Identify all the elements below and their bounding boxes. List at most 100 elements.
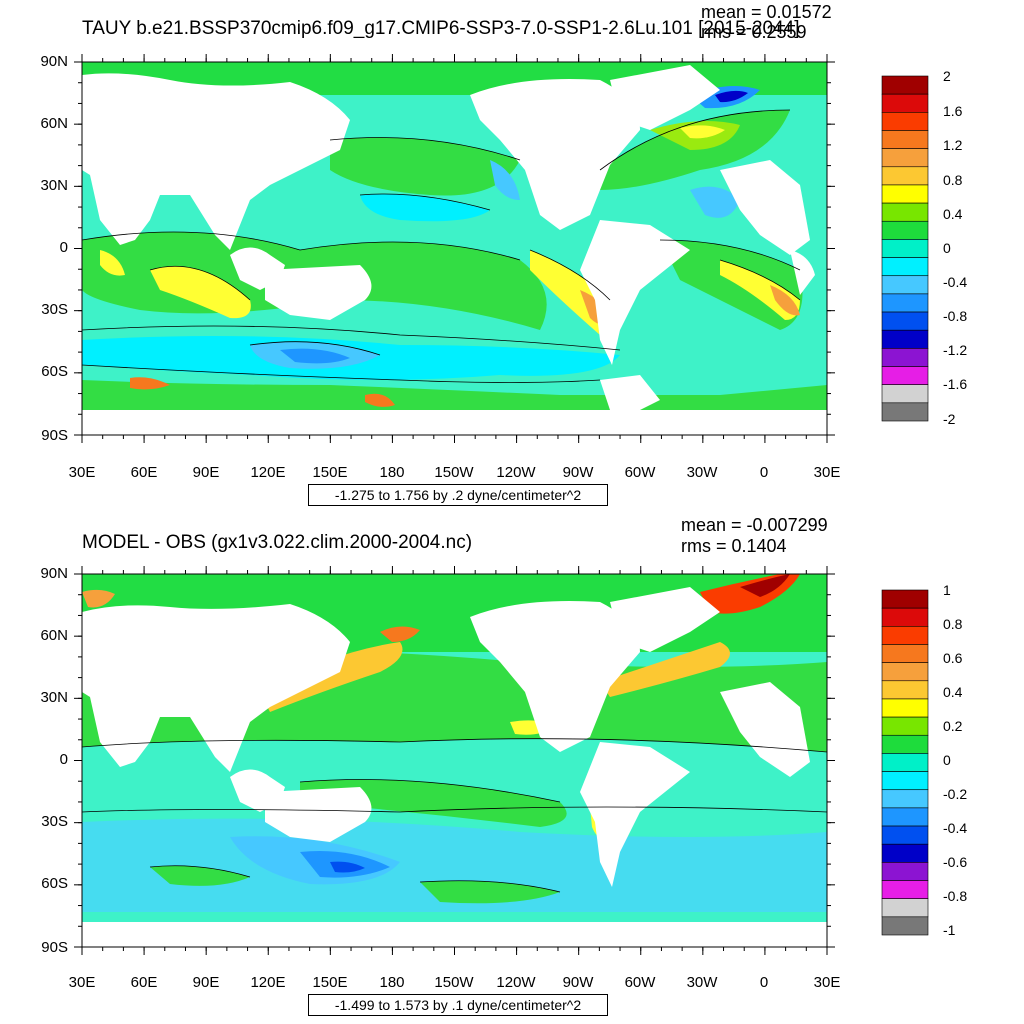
top-map-field: [82, 62, 827, 435]
bottom-xtick-8: 90W: [562, 974, 594, 991]
top-ytick-3: 0: [59, 239, 68, 256]
bottom-ytick-3: 0: [59, 751, 68, 768]
so-green2: [420, 880, 560, 904]
nordic-darkblue: [715, 90, 748, 103]
bottom-rms-label: rms = 0.1404: [681, 536, 787, 556]
top-map-svg: [74, 54, 929, 443]
bottom-xtick-12: 30E: [813, 974, 841, 991]
bottom-cbar-label-9: -0.8: [943, 888, 968, 904]
top-contour-info: -1.275 to 1.756 by .2 dyne/centimeter^2: [308, 484, 608, 506]
top-cbar-label-9: -1.6: [943, 376, 968, 392]
colorbar-swatch: [881, 644, 929, 663]
natl-yellow: [680, 125, 725, 139]
colorbar-swatch: [881, 311, 929, 331]
top-ytick-0: 90N: [40, 53, 68, 70]
top-ytick-5: 60S: [41, 363, 68, 380]
top-xtick-2: 90E: [192, 464, 220, 481]
madag-yellow: [100, 250, 125, 276]
colorbar-swatch: [881, 807, 929, 827]
top-xtick-5: 180: [379, 464, 405, 481]
colorbar-swatch: [881, 589, 929, 609]
nordic-darkred: [740, 574, 790, 597]
colorbar-swatch: [881, 220, 929, 240]
bottom-cbar-label-8: -0.6: [943, 854, 968, 870]
top-title: TAUY b.e21.BSSP370cmip6.f09_g17.CMIP6-SS…: [82, 18, 800, 39]
top-xtick-10: 30W: [686, 464, 718, 481]
top-xtick-8: 90W: [562, 464, 594, 481]
top-colorbar: [881, 75, 929, 422]
arctic-orange: [82, 589, 115, 608]
colorbar-swatch: [881, 257, 929, 277]
top-cbar-label-1: 1.6: [943, 103, 963, 119]
top-cbar-label-8: -1.2: [943, 342, 968, 358]
bottom-cbar-label-1: 0.8: [943, 616, 963, 632]
bottom-xtick-10: 30W: [686, 974, 718, 991]
colorbar-swatch: [881, 166, 929, 186]
colorbar-swatch: [881, 348, 929, 367]
top-xtick-4: 150E: [312, 464, 348, 481]
top-xtick-6: 150W: [434, 464, 474, 481]
bottom-cbar-label-4: 0.2: [943, 718, 963, 734]
bottom-mean-label: mean = -0.007299: [681, 515, 828, 535]
bottom-cbar-label-2: 0.6: [943, 650, 963, 666]
top-ytick-6: 90S: [41, 427, 68, 444]
colorbar-swatch: [881, 607, 929, 627]
top-xtick-9: 60W: [624, 464, 656, 481]
colorbar-swatch: [881, 239, 929, 258]
colorbar-swatch: [881, 112, 929, 131]
top-xtick-3: 120E: [250, 464, 286, 481]
bottom-contour-info: -1.499 to 1.573 by .1 dyne/centimeter^2: [308, 994, 608, 1016]
top-cbar-label-3: 0.8: [943, 172, 963, 188]
bottom-xtick-0: 30E: [68, 974, 96, 991]
bottom-cbar-label-0: 1: [943, 582, 951, 598]
colorbar-swatch: [881, 680, 929, 700]
colorbar-swatch: [881, 130, 929, 149]
bottom-map-field: [82, 574, 827, 947]
bottom-xtick-9: 60W: [624, 974, 656, 991]
bottom-xtick-4: 150E: [312, 974, 348, 991]
colorbar-swatch: [881, 402, 929, 422]
top-cbar-label-2: 1.2: [943, 137, 963, 153]
colorbar-swatch: [881, 626, 929, 645]
top-ytick-4: 30S: [41, 301, 68, 318]
satl-orange: [770, 285, 800, 316]
top-ticks: [74, 54, 835, 443]
top-panel: TAUY b.e21.BSSP370cmip6.f09_g17.CMIP6-SS…: [40, 2, 968, 506]
bottom-ticks: [74, 566, 835, 955]
bottom-xtick-1: 60E: [130, 974, 158, 991]
colorbar-swatch: [881, 880, 929, 899]
top-cbar-label-5: 0: [943, 240, 951, 256]
kuroshio-orange: [260, 642, 403, 712]
bottom-ytick-0: 90N: [40, 565, 68, 582]
top-rms-label: rms = 0.2559: [701, 22, 807, 42]
bottom-title: MODEL - OBS (gx1v3.022.clim.2000-2004.nc…: [82, 532, 473, 553]
colorbar-swatch: [881, 825, 929, 845]
colorbar-swatch: [881, 93, 929, 113]
colorbar-swatch: [881, 698, 929, 718]
colorbar-swatch: [881, 329, 929, 349]
bottom-xtick-11: 0: [759, 974, 769, 991]
natl-blue: [690, 186, 740, 218]
antarctic-orange1: [130, 377, 170, 390]
bottom-map-svg: [74, 566, 929, 955]
bottom-colorbar: [881, 589, 929, 936]
npac-cyan: [360, 194, 490, 222]
top-ytick-1: 60N: [40, 115, 68, 132]
top-cbar-label-4: 0.4: [943, 206, 963, 222]
top-cbar-label-0: 2: [943, 68, 951, 84]
colorbar-swatch: [881, 75, 929, 95]
colorbar-swatch: [881, 843, 929, 863]
so-blue: [280, 348, 350, 364]
colorbar-swatch: [881, 916, 929, 936]
so-darkblue: [330, 861, 365, 873]
colorbar-swatch: [881, 384, 929, 404]
bottom-ytick-2: 30N: [40, 689, 68, 706]
colorbar-swatch: [881, 898, 929, 918]
top-ytick-2: 30N: [40, 177, 68, 194]
bottom-cbar-label-10: -1: [943, 922, 956, 938]
colorbar-swatch: [881, 366, 929, 385]
colorbar-swatch: [881, 716, 929, 736]
bottom-xtick-3: 120E: [250, 974, 286, 991]
top-xtick-11: 0: [759, 464, 769, 481]
contours-top: [82, 109, 801, 383]
